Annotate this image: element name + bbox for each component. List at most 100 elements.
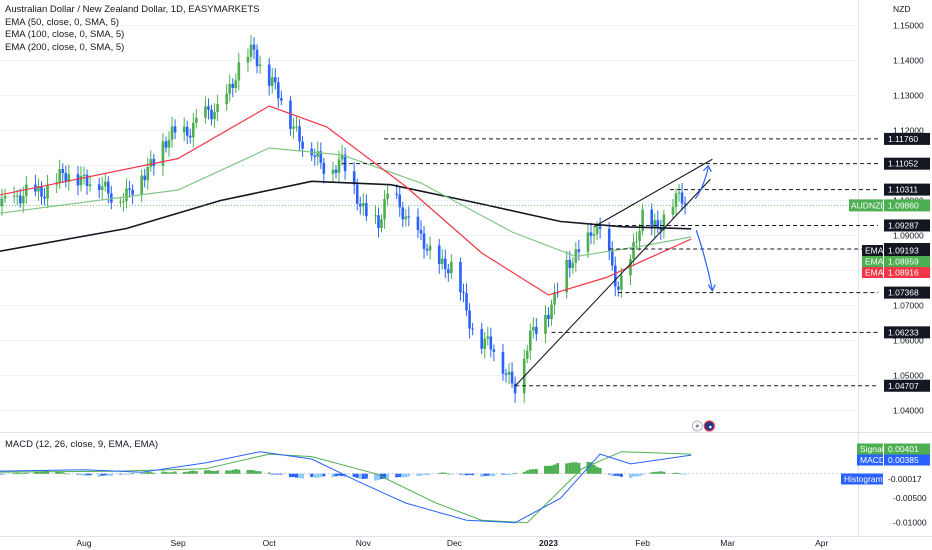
y-tick-11: 1.04000 <box>893 406 924 416</box>
candle-72 <box>295 116 298 132</box>
x-tick-7: Mar <box>720 538 735 548</box>
candle-body <box>15 195 19 197</box>
x-tick-6: Feb <box>635 538 650 548</box>
candle-body <box>450 261 453 274</box>
candle-19 <box>67 164 71 191</box>
candle-body <box>122 201 125 203</box>
macd-hist-bar-157 <box>656 471 660 474</box>
y-tick-3: 1.12000 <box>893 126 924 136</box>
candle-16 <box>58 159 62 189</box>
candle-body <box>149 159 153 167</box>
candle-body <box>440 258 444 264</box>
macd-hist-bar-26 <box>100 473 104 476</box>
ema-tag-value: 1.08959 <box>888 257 919 267</box>
candle-body <box>510 371 514 384</box>
candle-76 <box>313 148 317 166</box>
candle-116 <box>483 331 487 359</box>
macd-tag-label-box <box>841 473 883 485</box>
candle-body <box>662 214 666 231</box>
level-tag-6: 1.06233 <box>884 326 930 339</box>
y-tick-9: 1.06000 <box>893 336 924 346</box>
price-tags: 1.117601.110521.103111.092871.086141.073… <box>841 132 930 485</box>
candle-body <box>140 175 143 195</box>
macd-hist-bar-123 <box>510 473 514 475</box>
macd-hist-bar-32 <box>125 473 129 475</box>
y-tick-10: 1.05000 <box>893 371 924 381</box>
candle-body <box>635 241 638 243</box>
candle-44 <box>173 119 177 140</box>
macd-hist-bar-21 <box>79 473 83 476</box>
candle-139 <box>577 239 581 261</box>
candle-body <box>383 198 386 220</box>
macd-hist-bar-108 <box>446 473 450 475</box>
macd-hist-bar-118 <box>489 473 493 477</box>
candle-26 <box>100 176 104 200</box>
candle-body <box>103 181 107 187</box>
candle-body <box>270 77 274 86</box>
macd-tag-label: Signal <box>860 444 884 454</box>
candle-body <box>204 106 207 118</box>
candle-body <box>492 349 496 352</box>
candle-150 <box>629 254 632 286</box>
candle-body <box>632 242 635 259</box>
macd-hist-bar-126 <box>525 470 529 474</box>
candle-66 <box>270 67 274 94</box>
level-tag-0-box <box>884 132 930 145</box>
candle-147 <box>613 256 617 297</box>
level-tag-7-value: 1.04707 <box>888 381 919 391</box>
macd-hist-bar-35 <box>140 473 144 475</box>
macd-tag-macd: MACD 0.00385 <box>857 454 930 466</box>
macd-hist-bar-122 <box>507 473 511 475</box>
candle-body <box>486 336 490 339</box>
candle-88 <box>362 193 365 216</box>
candle-129 <box>535 318 538 341</box>
ema-tag-value: 1.08916 <box>888 268 919 278</box>
macd-hist-bar-73 <box>298 473 302 479</box>
candle-24 <box>88 175 92 192</box>
macd-hist-bar-158 <box>659 471 663 474</box>
candle-73 <box>298 119 301 151</box>
macd-hist-bar-81 <box>334 473 338 477</box>
candle-100 <box>416 208 420 239</box>
candle-126 <box>525 344 529 364</box>
candle-142 <box>592 226 596 245</box>
candle-90 <box>374 205 377 225</box>
macd-y-tick-1: -0.01000 <box>893 518 927 528</box>
macd-hist-bar-66 <box>270 473 274 475</box>
candle-body <box>85 174 89 186</box>
candle-140 <box>586 224 590 259</box>
macd-hist-bar-65 <box>267 472 271 474</box>
candle-130 <box>544 305 547 344</box>
macd-hist-bar-135 <box>565 463 569 474</box>
level-tag-1: 1.11052 <box>884 157 930 170</box>
x-tick-4: Dec <box>447 538 463 548</box>
candle-body <box>167 139 171 148</box>
y-tick-0: 1.15000 <box>893 21 924 31</box>
candle-35 <box>140 169 143 203</box>
candle-114 <box>471 322 474 336</box>
candle-11 <box>37 178 40 201</box>
candle-18 <box>64 165 68 188</box>
candle-body <box>164 141 168 148</box>
candle-27 <box>103 172 107 192</box>
macd-hist-bar-120 <box>501 473 505 475</box>
candle-body <box>544 314 547 334</box>
candle-body <box>258 64 262 67</box>
candle-79 <box>322 157 326 184</box>
macd-hist-bar-133 <box>553 464 557 474</box>
macd-hist-bar-40 <box>161 471 165 474</box>
candle-32 <box>125 178 128 209</box>
level-tag-1-value: 1.11052 <box>888 159 918 169</box>
macd-hist-bar-31 <box>121 473 125 475</box>
candle-6 <box>15 189 19 206</box>
candle-31 <box>122 192 125 212</box>
candle-body <box>0 198 4 207</box>
candle-body <box>337 159 341 173</box>
x-tick-8: Apr <box>815 538 828 548</box>
candle-body <box>407 216 411 218</box>
candle-94 <box>386 184 389 207</box>
candle-body <box>532 326 535 331</box>
candle-42 <box>167 131 171 157</box>
macd-hist-bar-29 <box>109 473 113 476</box>
